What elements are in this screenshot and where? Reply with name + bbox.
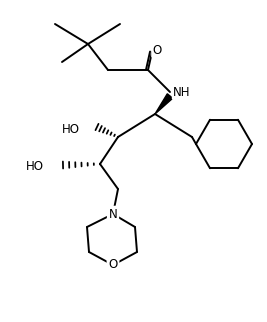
- Text: HO: HO: [26, 159, 44, 173]
- Text: NH: NH: [173, 86, 190, 99]
- Text: HO: HO: [62, 122, 80, 136]
- Text: N: N: [109, 207, 117, 221]
- Polygon shape: [155, 94, 173, 114]
- Text: O: O: [152, 43, 162, 56]
- Text: O: O: [108, 259, 118, 271]
